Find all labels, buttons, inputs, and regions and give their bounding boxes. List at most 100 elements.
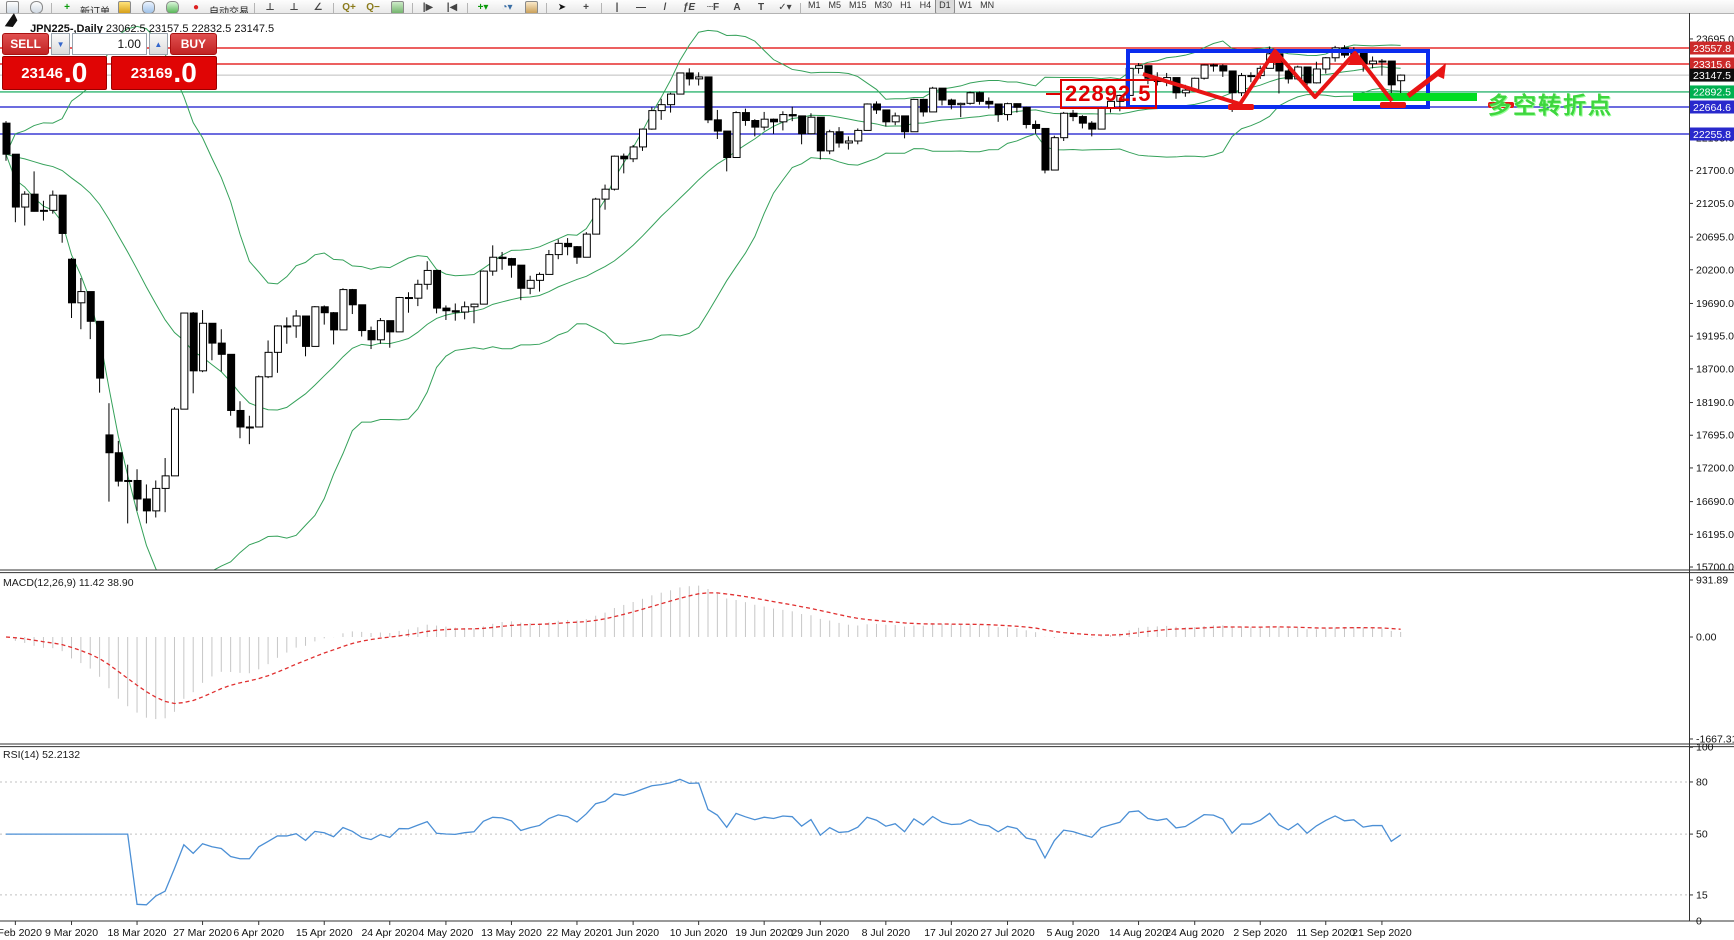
price-tick-label: 15700.0 (1696, 562, 1734, 574)
buy-price-panel[interactable]: 23169 .0 (110, 56, 217, 90)
date-tick-label: 24 Aug 2020 (1165, 927, 1224, 939)
rsi-tick-label: 100 (1696, 742, 1714, 754)
candlestick-chart-icon[interactable]: ⊥ (289, 1, 299, 13)
price-tick-label: 16690.0 (1696, 496, 1734, 508)
buy-price: 23169 (130, 64, 173, 82)
rsi-line (6, 778, 1402, 906)
candles (2, 45, 1406, 524)
price-flag-22892[interactable]: 22892.5 (1046, 79, 1157, 109)
tile-windows-icon[interactable] (386, 0, 408, 13)
zoom-out-icon[interactable]: Q− (366, 1, 380, 13)
volume-up-button[interactable]: ▲ (148, 33, 168, 55)
templates-icon[interactable] (520, 0, 542, 13)
date-tick-label: 8 Feb 2020 (0, 927, 42, 939)
line-chart-icon[interactable]: ∠ (313, 1, 323, 13)
date-tick-label: 8 Jul 2020 (862, 927, 911, 939)
autotrading-icon[interactable]: ● (192, 1, 200, 13)
price-tick-label: 18700.0 (1696, 363, 1734, 375)
date-tick-label: 29 Jun 2020 (791, 927, 849, 939)
sell-price-panel[interactable]: 23146 .0 (2, 56, 107, 90)
date-tick-label: 10 Jun 2020 (670, 927, 728, 939)
timeframe-m5[interactable]: M5 (828, 0, 842, 10)
trendline-icon[interactable]: / (663, 1, 667, 13)
bollinger-upper (5, 25, 1401, 285)
date-tick-label: 27 Jul 2020 (980, 927, 1034, 939)
trend-zigzag[interactable] (1142, 49, 1514, 110)
date-tick-label: 11 Sep 2020 (1296, 927, 1355, 939)
date-tick-label: 13 May 2020 (481, 927, 542, 939)
label-tool-icon[interactable]: T (757, 1, 765, 13)
date-tick-label: 22 May 2020 (547, 927, 608, 939)
annotation-note-text[interactable]: 多空转折点 (1488, 92, 1613, 118)
sell-price: 23146 (21, 64, 63, 82)
periods-icon[interactable]: ◔▾ (501, 1, 513, 13)
rsi-tick-label: 0 (1696, 916, 1702, 928)
chart-title-row: JPN225-,Daily 23062.5 23157.5 22832.5 23… (4, 13, 274, 35)
rsi-tick-label: 50 (1696, 829, 1708, 841)
support-highlight-bar[interactable] (1353, 93, 1477, 101)
macd-pane-content (5, 585, 1402, 720)
price-tick-label: 21205.0 (1696, 198, 1734, 210)
macd-tick-label: 931.89 (1696, 575, 1728, 587)
price-badge-22255.8 (1690, 127, 1734, 141)
zigzag-trough-mark (1380, 102, 1406, 108)
timeframe-m15[interactable]: M15 (849, 0, 867, 10)
price-axis[interactable]: 23695.022195.021700.021205.020695.020200… (1689, 33, 1734, 928)
zoom-in-icon[interactable]: Q+ (342, 1, 356, 13)
new-order-icon[interactable]: + (64, 1, 70, 13)
text-tool-icon[interactable]: A (733, 1, 741, 13)
new-order-button[interactable]: 新订单 (80, 7, 110, 14)
zigzag-trough-mark (1228, 104, 1254, 110)
zigzag-up-arrowhead (1268, 49, 1282, 63)
timeframe-w1[interactable]: W1 (958, 0, 973, 10)
volume-input[interactable]: 1.00 (72, 33, 147, 55)
date-tick-label: 6 Apr 2020 (233, 927, 284, 939)
horizontal-line-icon[interactable]: — (636, 1, 646, 13)
chart-canvas[interactable]: 23695.022195.021700.021205.020695.020200… (0, 13, 1734, 940)
fibonacci-icon[interactable]: ƒE (682, 1, 696, 13)
cloud-icon[interactable] (137, 0, 159, 13)
rsi-tick-label: 80 (1696, 776, 1708, 788)
price-badge-23147.5 (1690, 68, 1734, 82)
auto-scroll-icon[interactable]: |▶ (422, 1, 434, 13)
timeframe-m1[interactable]: M1 (808, 0, 821, 10)
price-tick-label: 19690.0 (1696, 298, 1734, 310)
zigzag-trough-mark (1488, 102, 1514, 108)
bar-chart-icon[interactable]: ⊥ (265, 1, 275, 13)
timeframe-h1[interactable]: H1 (900, 0, 912, 10)
price-badge-22664.6 (1690, 100, 1734, 114)
date-tick-label: 24 Apr 2020 (361, 927, 418, 939)
main-toolbar: + 新订单 ● 自动交易 ⊥ ⊥ ∠ Q+ Q− |▶ |◀ +▾ ◔▾ ➤ +… (0, 0, 1734, 14)
crosshair-icon[interactable]: + (583, 1, 589, 13)
timeframe-group: M1 M5 M15 M30 H1 H4 D1 W1 MN (804, 0, 998, 13)
date-tick-label: 15 Apr 2020 (296, 927, 353, 939)
price-badge-text: 22664.6 (1693, 102, 1731, 114)
price-badge-23315.6 (1690, 57, 1734, 71)
sell-button[interactable]: SELL (2, 33, 50, 55)
profiles-icon[interactable] (25, 0, 47, 13)
cursor-icon[interactable]: ➤ (557, 1, 567, 13)
bollinger-lower (5, 87, 1401, 570)
buy-button[interactable]: BUY (169, 33, 217, 55)
timeframe-mn[interactable]: MN (980, 0, 995, 10)
indicators-add-icon[interactable]: +▾ (477, 1, 489, 13)
volume-down-button[interactable]: ▼ (51, 33, 71, 55)
chart-shift-icon[interactable]: |◀ (446, 1, 458, 13)
date-tick-label: 9 Mar 2020 (45, 927, 98, 939)
macd-tick-label: -1667.31 (1696, 733, 1734, 745)
autotrading-button[interactable]: 自动交易 (209, 7, 249, 14)
price-tick-label: 17695.0 (1696, 430, 1734, 442)
timeframe-h4[interactable]: H4 (919, 0, 932, 10)
chart-window-icon[interactable] (1, 0, 23, 13)
shapes-tool-icon[interactable]: ✓▾ (778, 1, 792, 13)
macd-tick-label: 0.00 (1696, 632, 1717, 644)
gold-icon[interactable] (113, 0, 135, 13)
timeframe-m30[interactable]: M30 (874, 0, 893, 10)
signal-icon[interactable] (161, 0, 183, 13)
timeframe-d1[interactable]: D1 (935, 0, 955, 13)
level-lines[interactable] (0, 47, 1689, 135)
vertical-line-icon[interactable]: | (615, 1, 619, 13)
bollinger-middle (5, 66, 1401, 411)
fibo-fan-icon[interactable]: ┈F (706, 1, 720, 13)
